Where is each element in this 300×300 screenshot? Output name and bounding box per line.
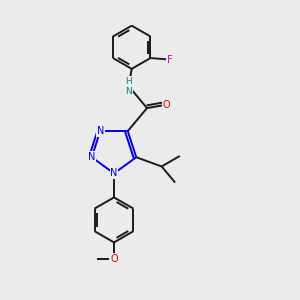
Text: N: N [110, 168, 118, 178]
Text: H
N: H N [125, 76, 132, 96]
Text: N: N [88, 152, 95, 162]
Text: N: N [97, 126, 104, 136]
Text: O: O [110, 254, 118, 264]
Text: F: F [167, 55, 173, 64]
Text: O: O [162, 100, 170, 110]
